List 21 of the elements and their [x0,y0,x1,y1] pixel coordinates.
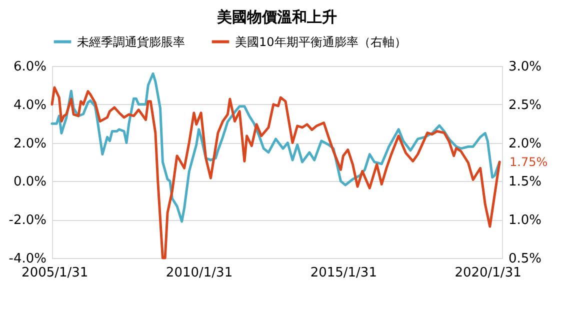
y-tick-label: -2.0% [8,213,46,228]
text: 1.75% [510,155,548,169]
y2-tick-label: 3.0% [508,60,542,74]
legend-label: 未經季調通貨膨脹率 [77,34,185,49]
x-tick-label: 2010/1/31 [166,266,233,280]
chart-title: 美國物價溫和上升 [216,8,337,26]
y-tick-label: 6.0% [13,60,46,74]
y-tick-label: 2.0% [13,136,46,152]
y-tick-label: 4.0% [13,98,46,113]
x-tick-label: 2020/1/31 [454,266,522,280]
y2-tick-label: 0.5% [508,252,542,266]
x-tick-label: 2015/1/31 [310,266,377,280]
y2-tick-label: 2.0% [508,136,542,152]
y2-tick-label: 2.5% [508,98,542,113]
legend-label: 美國10年期平衡通膨率（右軸） [235,34,406,49]
y2-tick-label: 1.5% [508,174,542,190]
y-tick-label: 0.0% [13,174,46,190]
y2-tick-label: 1.0% [508,213,542,228]
line-series [50,86,501,260]
y-tick-label: -4.0% [8,252,46,266]
x-tick-label: 2005/1/31 [22,266,88,280]
